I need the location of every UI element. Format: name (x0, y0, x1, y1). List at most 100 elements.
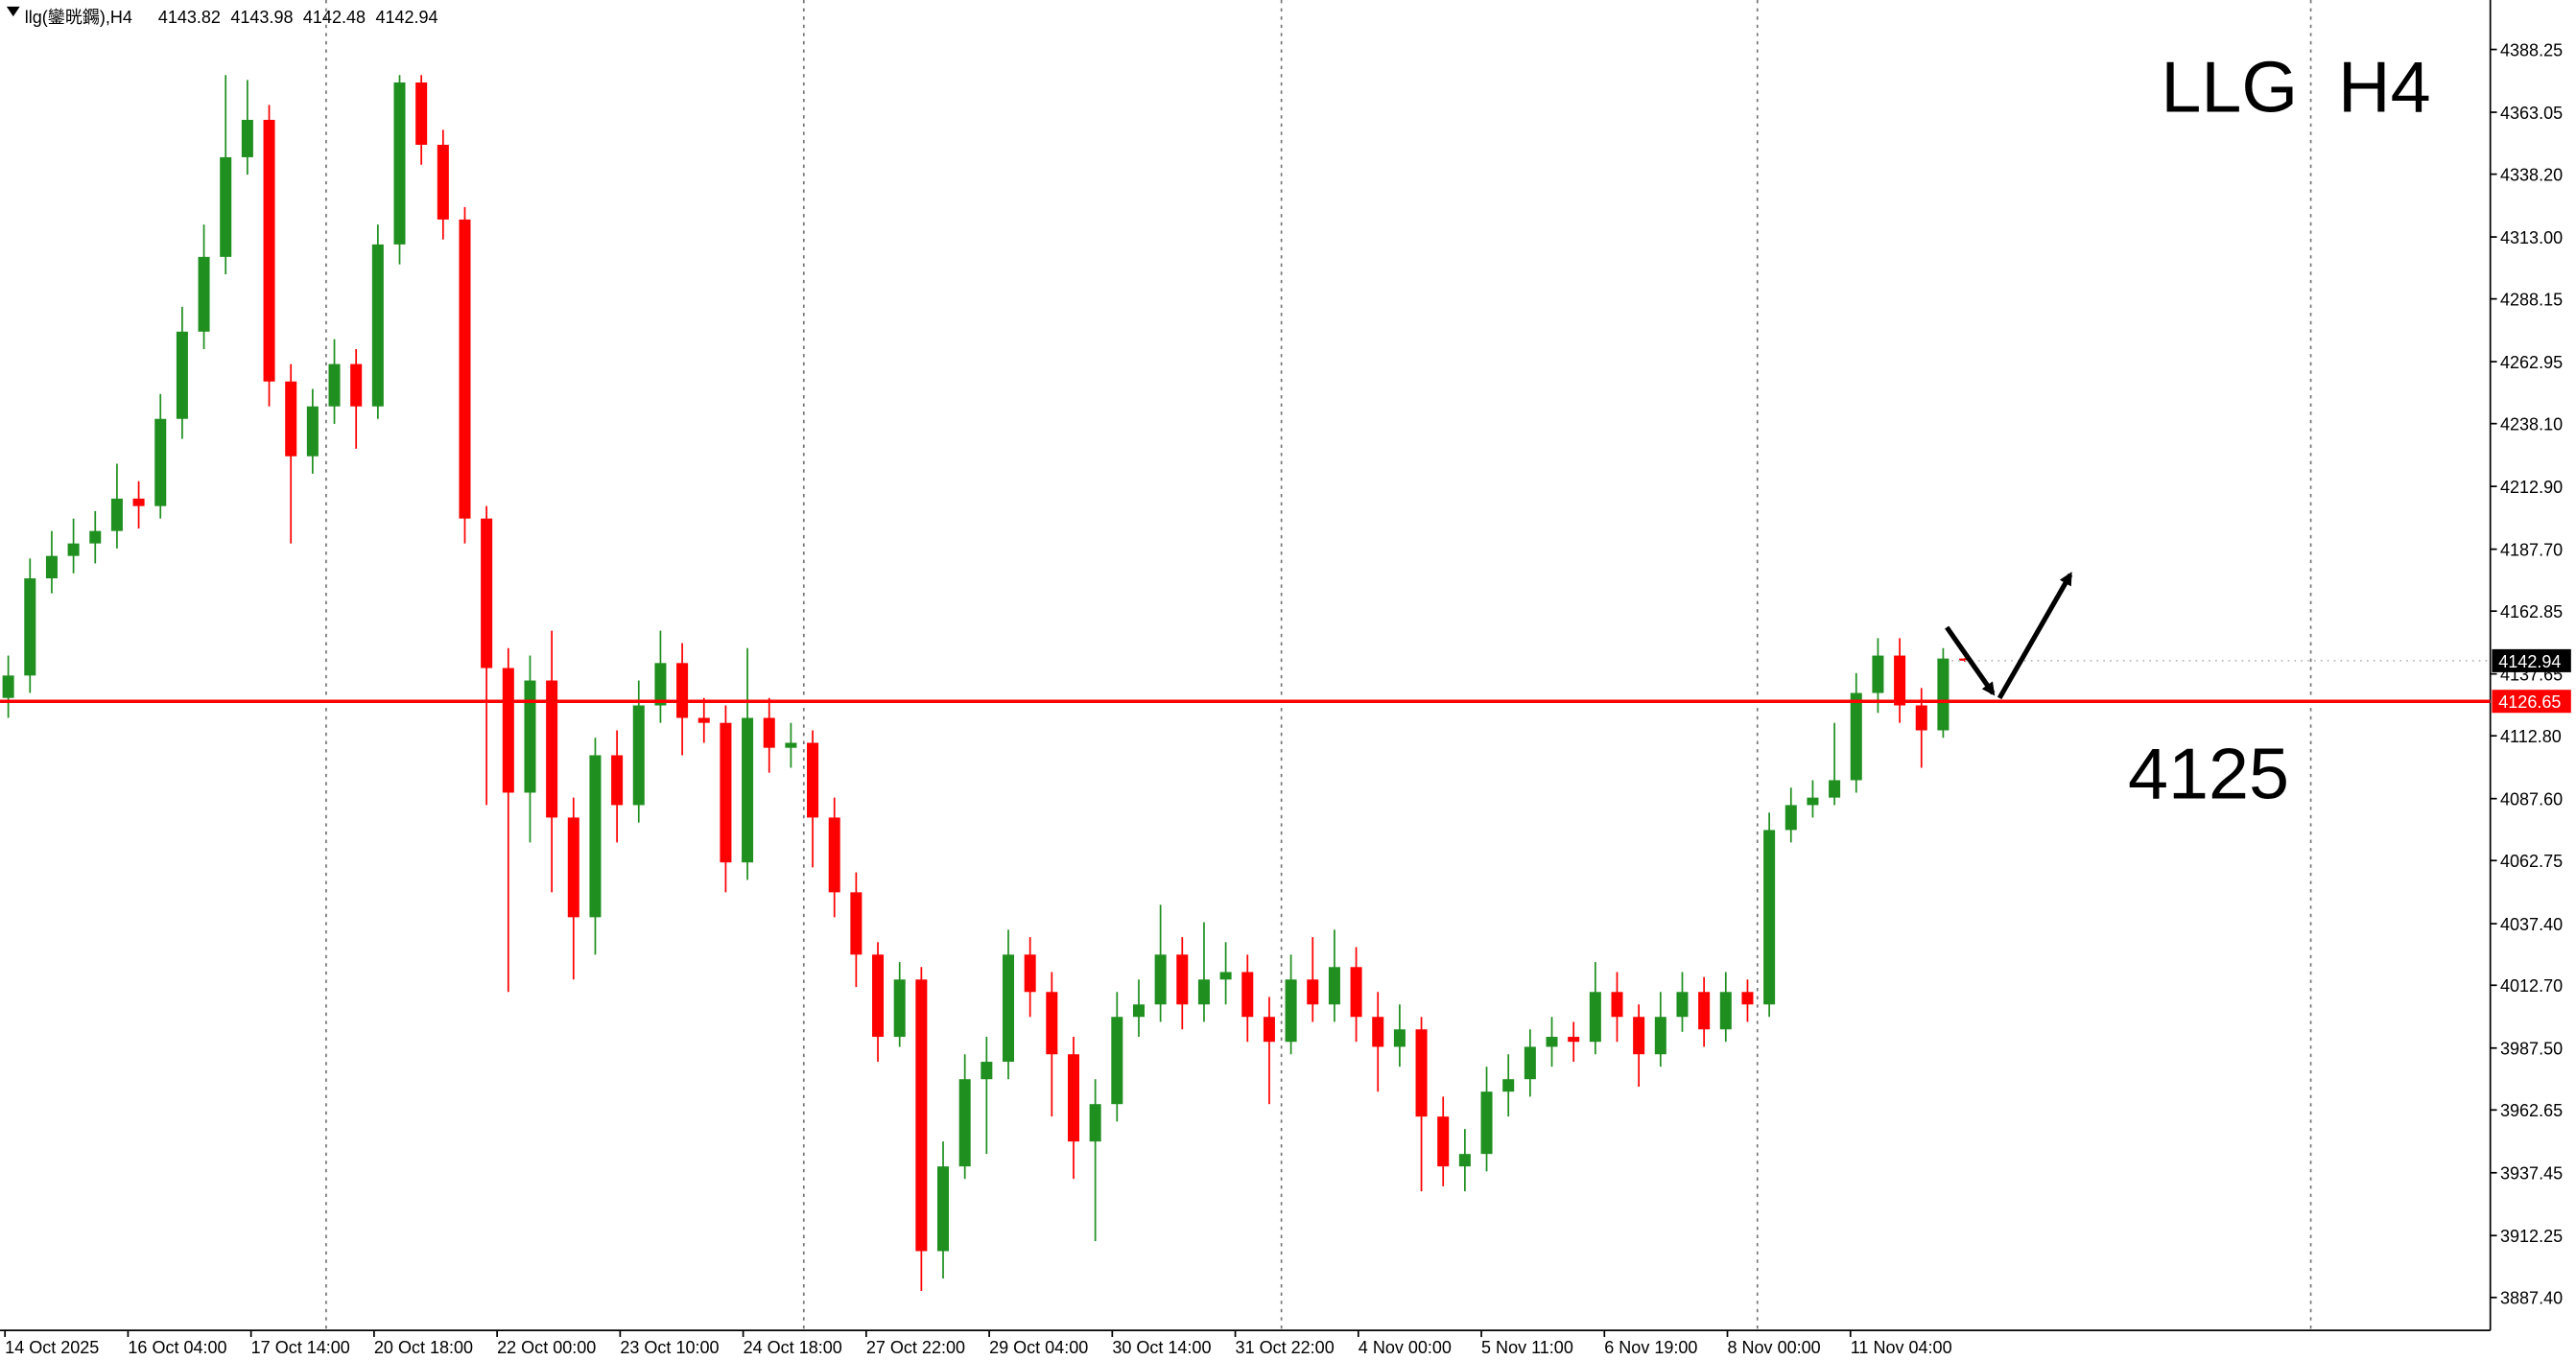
candle-body (893, 979, 906, 1038)
candle-body (785, 742, 797, 748)
candle-body (1458, 1154, 1471, 1167)
arrow-down (1945, 625, 1996, 696)
candle-body (1872, 655, 1884, 693)
candle-body (589, 755, 602, 918)
candle-body (110, 498, 123, 531)
candle-body (1393, 1029, 1406, 1047)
candle-body (285, 381, 297, 457)
level-price-label: 4126.65 (2498, 692, 2561, 712)
candle-body (807, 742, 819, 818)
x-tick-label: 20 Oct 18:00 (374, 1338, 473, 1357)
candle-body (24, 578, 36, 676)
candle-body (632, 705, 645, 806)
candle-body (1067, 1054, 1079, 1142)
x-tick-label: 29 Oct 04:00 (989, 1338, 1088, 1357)
candle-body (350, 363, 363, 407)
candle-body (720, 722, 732, 863)
candle-body (1698, 992, 1711, 1030)
candle-body (1480, 1091, 1493, 1155)
y-tick-label: 3962.65 (2500, 1101, 2563, 1120)
x-tick-label: 17 Oct 14:00 (251, 1338, 350, 1357)
candle-body (1046, 992, 1058, 1055)
candle-body (763, 717, 775, 748)
candle-body (654, 663, 667, 706)
candle-body (1763, 830, 1776, 1005)
candle-body (306, 406, 319, 457)
y-tick-label: 4288.15 (2500, 291, 2563, 310)
candle-body (567, 817, 579, 918)
candle-body (676, 663, 689, 718)
candle-body (220, 156, 232, 257)
candle-body (958, 1079, 971, 1167)
candle-body (1089, 1104, 1101, 1142)
candle-body (1784, 805, 1797, 831)
x-tick-label: 11 Nov 04:00 (1851, 1338, 1952, 1357)
candle-body (1219, 972, 1232, 980)
candle-body (1741, 992, 1754, 1005)
x-tick-label: 14 Oct 2025 (5, 1338, 99, 1357)
candle-body (915, 979, 928, 1252)
y-tick-label: 3912.25 (2500, 1227, 2563, 1246)
candle-body (1197, 979, 1210, 1005)
level-annotation: 4125 (2128, 735, 2289, 815)
candle-body (1024, 954, 1036, 993)
candle-body (437, 144, 449, 220)
candle-body (937, 1166, 950, 1252)
candle-body (502, 668, 514, 793)
candle-body (1524, 1046, 1536, 1080)
x-tick-label: 8 Nov 00:00 (1728, 1338, 1821, 1357)
y-tick-label: 4162.85 (2500, 602, 2563, 621)
candle-body (1328, 967, 1340, 1005)
candle-body (1132, 1004, 1145, 1018)
symbol-header: llg(鑾晄鐊),H4 (25, 8, 132, 27)
candle-body (1915, 705, 1927, 731)
candle-body (1176, 954, 1189, 1005)
y-tick-label: 4187.70 (2500, 540, 2563, 559)
candle-body (1002, 954, 1015, 1063)
last-price-label: 4142.94 (2498, 652, 2561, 671)
y-tick-label: 4363.05 (2500, 104, 2563, 123)
candle-body (1633, 1017, 1645, 1055)
candle-body (1241, 972, 1254, 1018)
candle-body (1350, 967, 1362, 1018)
x-tick-label: 23 Oct 10:00 (620, 1338, 719, 1357)
level-price-box (2492, 690, 2571, 714)
candle-body (241, 119, 253, 157)
candle-body (524, 680, 536, 793)
candle-body (45, 555, 58, 579)
candle-body (1546, 1037, 1558, 1047)
y-tick-label: 4112.80 (2500, 727, 2562, 746)
candle-body (415, 82, 428, 145)
y-tick-label: 4238.10 (2500, 415, 2563, 434)
candle-body (1589, 992, 1601, 1043)
y-tick-label: 3937.45 (2500, 1164, 2563, 1184)
x-tick-label: 6 Nov 19:00 (1604, 1338, 1697, 1357)
candle-body (1611, 992, 1623, 1018)
candle-body (89, 530, 102, 544)
candle-body (1937, 658, 1950, 731)
arrow-up (1997, 572, 2073, 700)
candle-body (1959, 658, 1972, 661)
candle-body (1285, 979, 1297, 1043)
candle-body (1372, 1017, 1384, 1047)
candle-body (1894, 655, 1906, 706)
candle-body (850, 892, 863, 955)
y-tick-label: 4262.95 (2500, 353, 2563, 372)
menu-triangle (6, 6, 20, 17)
candle-body (1263, 1017, 1275, 1043)
candle-body (1654, 1017, 1666, 1055)
last-price-box (2492, 648, 2571, 672)
candle-body (1154, 954, 1167, 1005)
y-tick-label: 4087.60 (2500, 790, 2563, 809)
y-tick-label: 3887.40 (2500, 1289, 2563, 1308)
candle-body (67, 543, 80, 556)
header-high: 4143.98 (230, 8, 293, 27)
x-tick-label: 22 Oct 00:00 (497, 1338, 596, 1357)
candle-body (132, 498, 145, 506)
candle-body (1829, 780, 1841, 798)
candle-body (742, 717, 754, 863)
candle-body (1415, 1029, 1428, 1117)
y-tick-label: 4212.90 (2500, 478, 2563, 497)
